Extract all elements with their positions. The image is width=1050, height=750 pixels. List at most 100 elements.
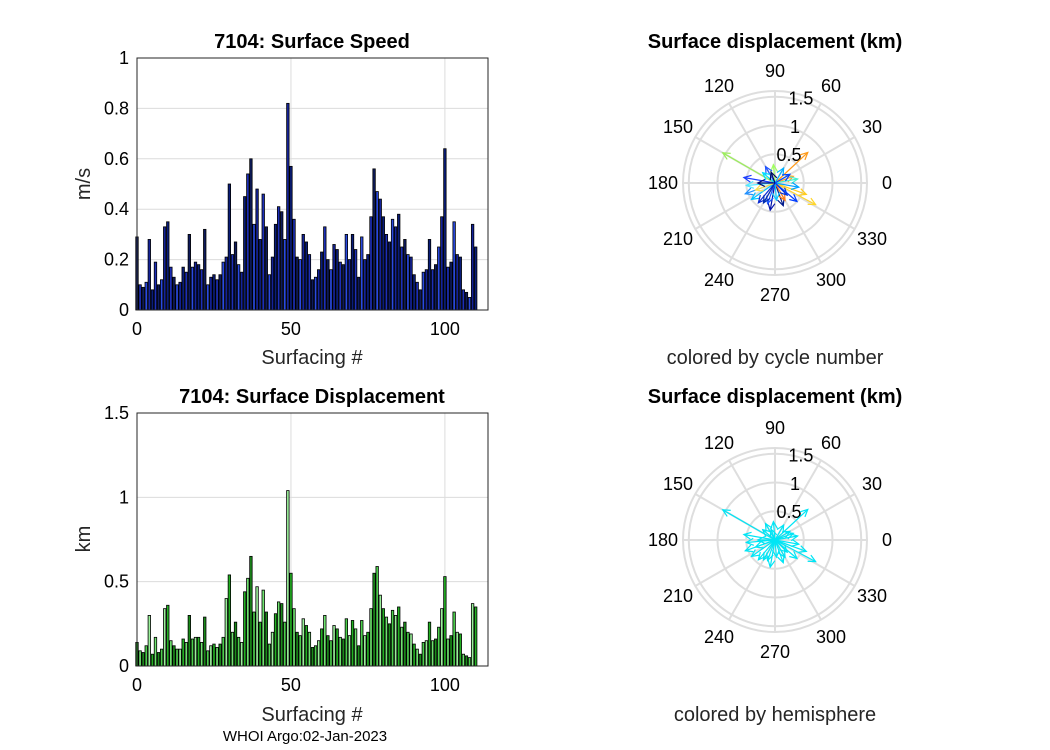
displacement-bar [375, 566, 379, 667]
displacement-bar [159, 648, 164, 667]
polar-hemisphere-angle-label: 300 [816, 627, 846, 647]
speed-bar [326, 259, 330, 311]
speed-bar [240, 271, 244, 311]
displacement-bar [415, 648, 419, 667]
displacement-bar [163, 608, 167, 667]
displacement-bar [424, 640, 429, 667]
polar-hemisphere-chart: Surface displacement (km) 0 30 60 90 120 150 1… [648, 386, 903, 726]
polar-hemisphere-arrow [769, 520, 779, 541]
speed-bar [369, 216, 373, 311]
displacement-bar [378, 594, 382, 667]
speed-ytick: 0.6 [104, 149, 129, 169]
displacement-bar [301, 618, 305, 667]
speed-bar [363, 259, 367, 311]
displacement-chart-title: 7104: Surface Displacement [179, 386, 445, 408]
speed-bar [421, 271, 425, 311]
polar-hemisphere-angle-label: 30 [862, 474, 882, 494]
displacement-bar [276, 601, 281, 667]
displacement-bar [397, 606, 401, 667]
displacement-bar [181, 638, 185, 667]
speed-bar [418, 289, 422, 311]
displacement-xtick: 50 [281, 675, 301, 695]
polar-hemisphere-arrow [774, 539, 799, 560]
polar-cycle-arrow [762, 182, 776, 205]
displacement-bar [261, 589, 265, 667]
polar-cycle-angle-label: 240 [704, 270, 734, 290]
speed-bar [452, 221, 456, 311]
polar-cycle-angle-label: 300 [816, 270, 846, 290]
polar-hemisphere-arrow [756, 535, 775, 545]
displacement-bar [175, 648, 179, 667]
polar-hemisphere-arrow [774, 539, 817, 563]
speed-bar [307, 254, 312, 311]
polar-cycle-angle-label: 60 [821, 76, 841, 96]
displacement-bar [224, 598, 228, 667]
speed-bar [381, 216, 385, 311]
displacement-bar [283, 621, 287, 667]
displacement-bar [150, 653, 155, 667]
speed-bar [221, 261, 225, 311]
displacement-bar [372, 572, 376, 667]
displacement-bar [326, 635, 330, 667]
displacement-bar [221, 636, 225, 667]
displacement-bar [443, 576, 447, 667]
polar-cycle-arrow [774, 176, 800, 185]
speed-bar [446, 266, 450, 311]
speed-bar [338, 261, 342, 311]
speed-bar [298, 259, 302, 311]
speed-bar [455, 254, 459, 311]
speed-bar [366, 254, 370, 311]
speed-bar [341, 264, 345, 311]
polar-cycle-spoke [694, 182, 776, 230]
displacement-ytick: 0.5 [104, 572, 129, 592]
speed-bar [329, 269, 333, 311]
displacement-bar [390, 609, 395, 667]
speed-bar [378, 198, 382, 311]
displacement-ylabel: km [73, 526, 95, 553]
speed-bar [184, 271, 188, 311]
speed-bar [440, 216, 444, 311]
displacement-bar [434, 638, 438, 667]
displacement-bar [403, 621, 407, 667]
polar-hemisphere-radius-label: 1 [790, 474, 800, 494]
displacement-bar [320, 628, 324, 667]
displacement-bar [264, 611, 268, 667]
speed-bar [360, 236, 364, 311]
polar-cycle-arrow [774, 182, 786, 202]
speed-bar [215, 279, 219, 311]
displacement-bar [147, 615, 151, 667]
speed-bar [289, 165, 293, 311]
displacement-bar [427, 621, 432, 667]
displacement-bar [360, 620, 364, 667]
polar-cycle-angle-label: 270 [760, 285, 790, 305]
speed-bar [467, 296, 472, 311]
displacement-bar [187, 615, 191, 667]
speed-bar [313, 276, 318, 311]
polar-cycle-arrow [767, 182, 776, 212]
speed-bar [175, 284, 179, 311]
polar-cycle-arrow [771, 182, 780, 202]
speed-bar [178, 281, 182, 311]
displacement-bar [236, 636, 241, 667]
speed-bar [353, 249, 358, 311]
displacement-bar [421, 641, 425, 667]
surface-speed-chart: 7104: Surface Speed 0 50 100 0 0.2 0.4 0.6 0.8 1… [73, 31, 489, 369]
displacement-bar [286, 490, 290, 667]
speed-ytick: 0.2 [104, 250, 129, 270]
displacement-bar [227, 574, 231, 667]
displacement-bar [332, 625, 336, 667]
displacement-bar [255, 586, 259, 667]
polar-hemisphere-angle-label: 210 [663, 586, 693, 606]
polar-cycle-arrow [742, 174, 776, 184]
speed-bar [393, 226, 398, 311]
polar-cycle-arrow [774, 182, 799, 203]
speed-bar [172, 276, 176, 311]
speed-bar [218, 274, 222, 311]
polar-hemisphere-angle-label: 120 [704, 433, 734, 453]
speed-bar [200, 269, 204, 311]
displacement-bar [190, 638, 195, 667]
displacement-bar [409, 633, 413, 667]
speed-bar [233, 241, 238, 311]
speed-bar [258, 239, 262, 311]
polar-hemisphere-arrow [762, 539, 776, 562]
